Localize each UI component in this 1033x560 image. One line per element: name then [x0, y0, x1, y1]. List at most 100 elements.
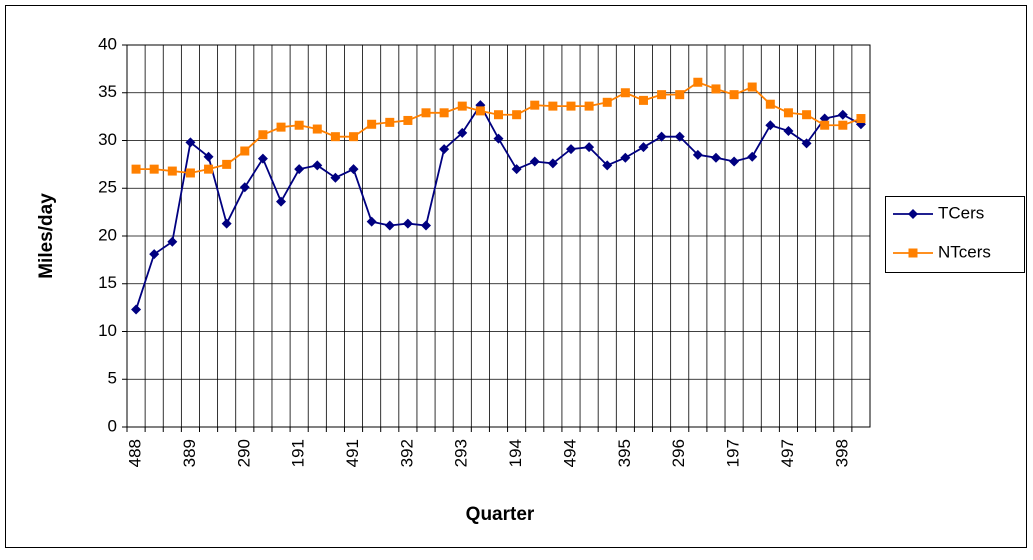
data-point	[276, 122, 286, 132]
x-tick-label: 191	[289, 439, 308, 467]
y-tick-label: 30	[98, 130, 117, 149]
data-point	[439, 144, 450, 155]
data-point	[240, 146, 250, 156]
x-tick-label: 494	[560, 439, 579, 467]
data-point	[747, 82, 757, 92]
data-point	[548, 101, 558, 111]
data-point	[366, 216, 377, 227]
data-point	[294, 164, 305, 175]
y-tick-label: 15	[98, 273, 117, 292]
data-point	[565, 144, 576, 155]
x-tick-label: 395	[615, 439, 634, 467]
data-point	[566, 101, 576, 111]
x-tick-label: 194	[506, 439, 525, 467]
x-tick-label: 392	[397, 439, 416, 467]
data-point	[149, 249, 160, 260]
data-point	[656, 131, 667, 142]
y-axis-title: Miles/day	[36, 193, 57, 279]
data-point	[674, 131, 685, 142]
y-tick-label: 0	[108, 416, 117, 435]
y-tick-label: 40	[98, 34, 117, 53]
data-point	[185, 168, 195, 178]
data-point	[312, 160, 323, 171]
y-tick-label: 20	[98, 225, 117, 244]
data-point	[330, 132, 340, 142]
data-point	[620, 88, 630, 98]
data-point	[475, 106, 485, 116]
data-point	[856, 114, 866, 124]
data-point	[493, 133, 504, 144]
data-point	[222, 159, 232, 169]
data-point	[638, 95, 648, 105]
y-tick-label: 25	[98, 178, 117, 197]
data-point	[402, 218, 413, 229]
data-point	[710, 152, 721, 163]
data-point	[204, 164, 214, 174]
x-tick-label: 398	[832, 439, 851, 467]
data-point	[349, 132, 359, 142]
y-tick-label: 5	[108, 369, 117, 388]
data-point	[457, 127, 468, 138]
legend-marker	[908, 209, 918, 219]
data-point	[367, 119, 377, 129]
x-tick-label: 491	[343, 439, 362, 467]
data-point	[837, 109, 848, 120]
legend-label: TCers	[938, 203, 984, 222]
data-point	[584, 142, 595, 153]
data-point	[802, 110, 812, 120]
data-point	[457, 101, 467, 111]
data-point	[838, 120, 848, 130]
data-point	[693, 77, 703, 87]
data-point	[620, 152, 631, 163]
legend-box	[885, 196, 1025, 273]
x-tick-label: 293	[452, 439, 471, 467]
data-point	[692, 149, 703, 160]
data-point	[203, 151, 214, 162]
data-point	[258, 130, 268, 140]
x-axis-title: Quarter	[466, 504, 535, 525]
data-point	[675, 90, 685, 100]
data-point	[403, 115, 413, 125]
data-point	[512, 110, 522, 120]
data-point	[185, 137, 196, 148]
data-point	[729, 156, 740, 167]
data-point	[494, 110, 503, 120]
x-tick-label: 197	[724, 439, 743, 467]
data-point	[765, 99, 775, 109]
data-point	[602, 97, 612, 107]
data-point	[421, 220, 432, 231]
data-point	[257, 153, 268, 164]
data-point	[131, 304, 142, 315]
data-point	[584, 101, 594, 111]
data-point	[711, 84, 721, 94]
data-point	[439, 108, 449, 118]
x-tick-label: 497	[778, 439, 797, 467]
data-point	[783, 125, 794, 136]
data-point	[221, 218, 232, 229]
x-tick-label: 389	[180, 439, 199, 467]
data-point	[783, 108, 793, 118]
data-point	[149, 164, 159, 174]
data-point	[747, 151, 758, 162]
data-point	[348, 164, 359, 175]
data-point	[167, 236, 178, 247]
x-tick-label: 296	[669, 439, 688, 467]
x-tick-label: 488	[126, 439, 145, 467]
data-point	[602, 160, 613, 171]
data-point	[276, 196, 287, 207]
data-point	[657, 90, 667, 100]
plot-border	[126, 44, 871, 428]
data-point	[765, 120, 776, 131]
data-point	[820, 120, 830, 130]
x-tick-label: 290	[234, 439, 253, 467]
data-point	[330, 172, 341, 183]
data-point	[384, 220, 395, 231]
y-tick-label: 10	[98, 321, 117, 340]
data-point	[530, 100, 540, 110]
data-point	[294, 120, 304, 130]
data-point	[131, 164, 141, 174]
data-point	[801, 138, 812, 149]
data-point	[729, 90, 739, 100]
data-point	[529, 156, 540, 167]
